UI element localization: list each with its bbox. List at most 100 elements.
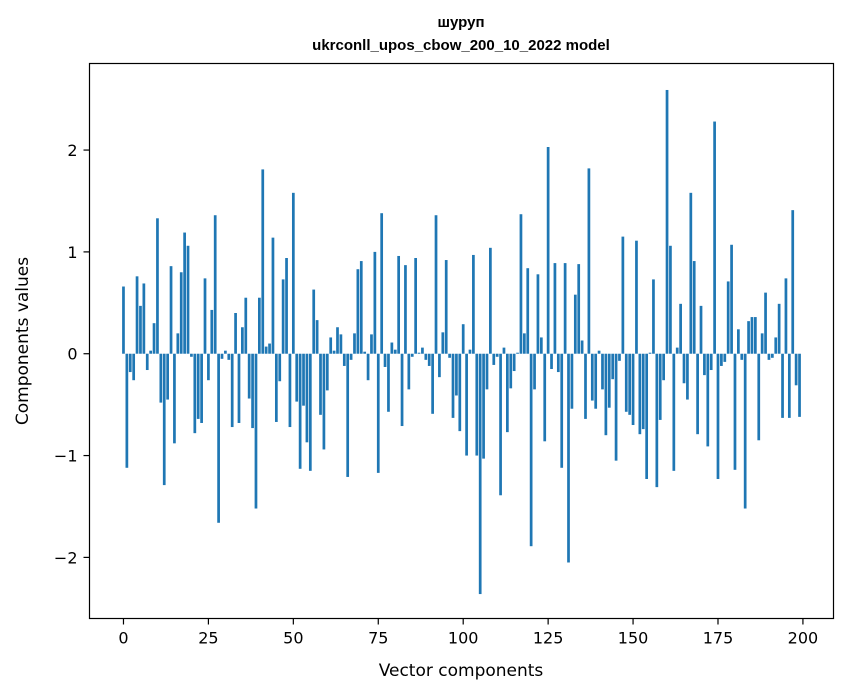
- bar-169: [696, 353, 699, 435]
- x-axis-label: Vector components: [379, 661, 544, 681]
- bar-129: [560, 353, 564, 468]
- bar-165: [682, 353, 686, 384]
- chart-title-line-2: ukrconll_upos_cbow_200_10_2022 model: [312, 37, 610, 54]
- bar-100: [461, 324, 465, 354]
- bar-2: [128, 353, 132, 373]
- bar-50: [291, 192, 295, 354]
- bar-24: [203, 278, 207, 354]
- x-tick-label-75: 75: [368, 629, 388, 648]
- bar-79: [390, 342, 394, 354]
- bar-132: [570, 353, 574, 409]
- bar-45: [274, 353, 278, 422]
- bar-193: [777, 303, 781, 354]
- bars-group: [122, 89, 801, 595]
- bar-139: [594, 353, 598, 409]
- bar-142: [604, 353, 608, 436]
- bar-83: [404, 265, 407, 354]
- bar-84: [407, 353, 411, 390]
- bar-151: [635, 240, 638, 354]
- bar-136: [584, 353, 587, 419]
- bar-63: [336, 327, 339, 354]
- bar-56: [312, 289, 316, 354]
- bar-185: [750, 317, 754, 354]
- bar-107: [485, 353, 489, 390]
- bar-44: [271, 237, 275, 354]
- bar-42: [264, 346, 268, 354]
- bar-3: [132, 353, 136, 381]
- bar-195: [784, 278, 788, 354]
- bar-164: [679, 303, 682, 354]
- bar-43: [268, 343, 271, 354]
- bar-159: [662, 353, 665, 381]
- bar-194: [781, 353, 784, 418]
- bar-11: [159, 353, 163, 403]
- bar-198: [794, 353, 798, 386]
- bar-184: [747, 321, 750, 354]
- bar-127: [553, 263, 557, 354]
- bar-146: [618, 353, 621, 361]
- bar-30: [224, 350, 227, 354]
- bar-29: [220, 353, 224, 359]
- bar-188: [760, 333, 764, 354]
- y-tick-label--1: −1: [54, 447, 78, 466]
- y-axis-label: Components values: [13, 257, 33, 425]
- x-tick-label-25: 25: [198, 629, 218, 648]
- bar-179: [730, 244, 733, 354]
- bar-13: [166, 353, 169, 400]
- bar-8: [149, 350, 153, 354]
- bar-71: [363, 351, 367, 354]
- bar-70: [359, 261, 363, 354]
- bar-48: [285, 258, 288, 354]
- bar-4: [135, 276, 139, 354]
- bar-189: [764, 292, 767, 354]
- bar-109: [492, 353, 496, 365]
- bar-23: [200, 353, 203, 423]
- bar-68: [353, 333, 356, 354]
- bar-78: [387, 353, 390, 412]
- bar-55: [308, 353, 312, 471]
- bar-171: [703, 353, 706, 376]
- bar-16: [176, 333, 180, 354]
- bar-76: [380, 213, 384, 354]
- bar-81: [397, 255, 401, 354]
- bar-181: [737, 329, 740, 354]
- bar-95: [444, 260, 448, 354]
- y-tick-label-1: 1: [67, 243, 77, 262]
- bar-57: [315, 320, 319, 354]
- bar-104: [475, 353, 479, 456]
- bar-41: [261, 169, 265, 354]
- bar-72: [366, 353, 370, 381]
- bar-103: [472, 254, 475, 354]
- plot-frame: [88, 62, 835, 620]
- bar-87: [417, 352, 421, 354]
- bar-7: [145, 353, 149, 371]
- bar-27: [213, 215, 217, 354]
- bar-92: [434, 215, 438, 354]
- bar-137: [587, 168, 591, 354]
- bar-67: [349, 353, 353, 360]
- bar-167: [689, 192, 693, 354]
- bar-69: [356, 269, 360, 354]
- bar-163: [675, 347, 679, 354]
- bar-105: [478, 353, 482, 595]
- bar-152: [638, 353, 642, 435]
- bar-128: [556, 353, 560, 373]
- bar-113: [506, 353, 509, 433]
- bar-34: [237, 353, 241, 423]
- bar-31: [227, 353, 231, 360]
- bar-114: [509, 353, 513, 389]
- bar-192: [774, 337, 778, 354]
- bar-110: [495, 353, 499, 357]
- bar-111: [499, 353, 502, 496]
- bar-33: [234, 313, 237, 354]
- bar-116: [516, 352, 519, 354]
- bar-51: [295, 353, 299, 402]
- bar-197: [791, 210, 795, 354]
- y-tick-label-0: 0: [67, 345, 77, 364]
- bar-183: [743, 353, 747, 509]
- bar-143: [607, 353, 611, 408]
- x-tick-label-200: 200: [788, 629, 819, 648]
- bar-161: [669, 245, 672, 354]
- bar-53: [302, 353, 305, 406]
- bar-158: [658, 353, 662, 420]
